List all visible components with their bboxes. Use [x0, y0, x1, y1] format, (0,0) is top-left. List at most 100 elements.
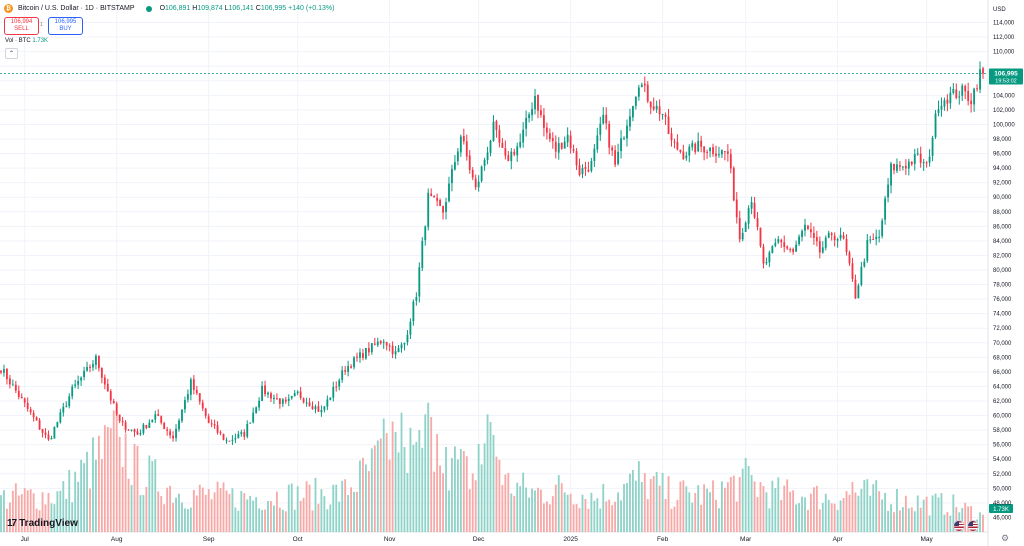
- volume-bar: [29, 489, 32, 532]
- candle-body: [738, 217, 741, 240]
- candle-body: [646, 84, 649, 102]
- volume-bar: [715, 499, 717, 532]
- candle-body: [249, 422, 252, 424]
- volume-bar: [857, 495, 860, 532]
- volume-bar: [246, 499, 249, 532]
- volume-bar: [41, 492, 44, 532]
- candle-body: [284, 399, 287, 402]
- candle-body: [273, 397, 275, 400]
- candle-body: [344, 370, 347, 372]
- volume-bar: [982, 514, 984, 532]
- candle-body: [225, 440, 228, 442]
- volume-bar: [32, 493, 35, 532]
- volume-legend[interactable]: Vol · BTC 1.73K: [5, 38, 48, 44]
- volume-bar: [537, 487, 539, 532]
- volume-bar: [145, 486, 148, 532]
- volume-bar: [252, 500, 255, 532]
- volume-bar: [916, 495, 919, 532]
- candle-body: [519, 141, 522, 147]
- volume-bar: [430, 417, 433, 532]
- candle-body: [860, 266, 863, 285]
- candle-body: [792, 249, 795, 252]
- chevron-up-icon: ⌃: [8, 51, 15, 57]
- currency-label[interactable]: USD: [993, 7, 1006, 13]
- us-flag-icon[interactable]: [967, 520, 979, 532]
- candle-body: [786, 246, 789, 249]
- us-flag-icon[interactable]: [953, 520, 965, 532]
- candle-body: [323, 406, 326, 410]
- candle-body: [872, 239, 875, 241]
- y-tick-label: 78,000: [993, 283, 1012, 289]
- volume-bar: [47, 492, 50, 532]
- ohlc-values: O106,891 H109,874 L106,141 C106,995 +140…: [159, 5, 335, 12]
- collapse-legend-button[interactable]: ⌃: [5, 48, 18, 59]
- x-tick-label: Nov: [384, 536, 396, 543]
- candle-body: [869, 239, 872, 241]
- candle-body: [136, 431, 139, 435]
- sell-button[interactable]: 106,994 SELL: [4, 17, 39, 35]
- symbol-title[interactable]: Bitcoin / U.S. Dollar · 1D · BITSTAMP: [18, 5, 135, 12]
- candle-body: [812, 232, 815, 238]
- volume-bar: [207, 489, 210, 532]
- candle-body: [376, 341, 379, 346]
- candle-body: [210, 423, 213, 425]
- candle-body: [38, 420, 41, 430]
- candle-body: [916, 153, 919, 155]
- y-tick-label: 52,000: [993, 472, 1012, 478]
- volume-bar: [459, 449, 462, 532]
- volume-bar: [792, 490, 795, 532]
- candle-body: [412, 301, 415, 322]
- volume-bar: [68, 469, 71, 532]
- candle-body: [74, 384, 77, 387]
- candle-body: [477, 181, 480, 188]
- x-tick-label: Apr: [833, 536, 844, 543]
- volume-bar: [890, 504, 892, 532]
- buy-button[interactable]: 106,995 BUY: [48, 17, 83, 35]
- volume-bar: [299, 500, 302, 532]
- volume-bar: [884, 492, 887, 532]
- candle-body: [255, 407, 258, 414]
- candle-body: [700, 140, 703, 147]
- volume-bar: [925, 496, 928, 532]
- candle-body: [370, 343, 373, 353]
- candle-body: [186, 394, 189, 400]
- volume-bar: [198, 484, 201, 532]
- volume-bar: [17, 495, 20, 532]
- volume-bar: [273, 505, 275, 532]
- volume-bar: [830, 503, 833, 532]
- candle-body: [789, 248, 792, 250]
- candle-body: [750, 202, 753, 209]
- volume-bar: [356, 491, 358, 532]
- tradingview-logo[interactable]: 17 TradingView: [7, 518, 78, 529]
- volume-bar: [65, 498, 68, 532]
- candle-body: [121, 421, 124, 423]
- candle-body: [513, 151, 516, 155]
- volume-bar: [664, 498, 667, 532]
- x-tick-label: Sep: [203, 536, 215, 543]
- last-price-tag: [989, 68, 1023, 85]
- volume-bar: [451, 458, 453, 532]
- volume-bar: [50, 503, 53, 532]
- y-tick-label: 110,000: [993, 50, 1015, 56]
- volume-bar: [584, 498, 587, 532]
- candle-body: [409, 321, 412, 335]
- volume-bar: [362, 457, 364, 532]
- volume-bar: [8, 502, 11, 532]
- gear-icon[interactable]: ⚙: [1001, 533, 1010, 543]
- volume-bar: [439, 465, 442, 532]
- candle-body: [252, 412, 255, 423]
- candle-body: [178, 420, 180, 430]
- candle-body: [664, 114, 667, 117]
- candle-body: [723, 151, 726, 153]
- volume-bar: [789, 491, 792, 532]
- x-tick-label: May: [920, 536, 933, 543]
- candle-body: [442, 206, 444, 213]
- candle-body: [890, 163, 892, 186]
- volume-bar: [839, 500, 842, 532]
- candle-body: [486, 152, 489, 161]
- volume-bar: [907, 508, 910, 532]
- candle-body: [29, 409, 32, 413]
- volume-bar: [148, 455, 151, 532]
